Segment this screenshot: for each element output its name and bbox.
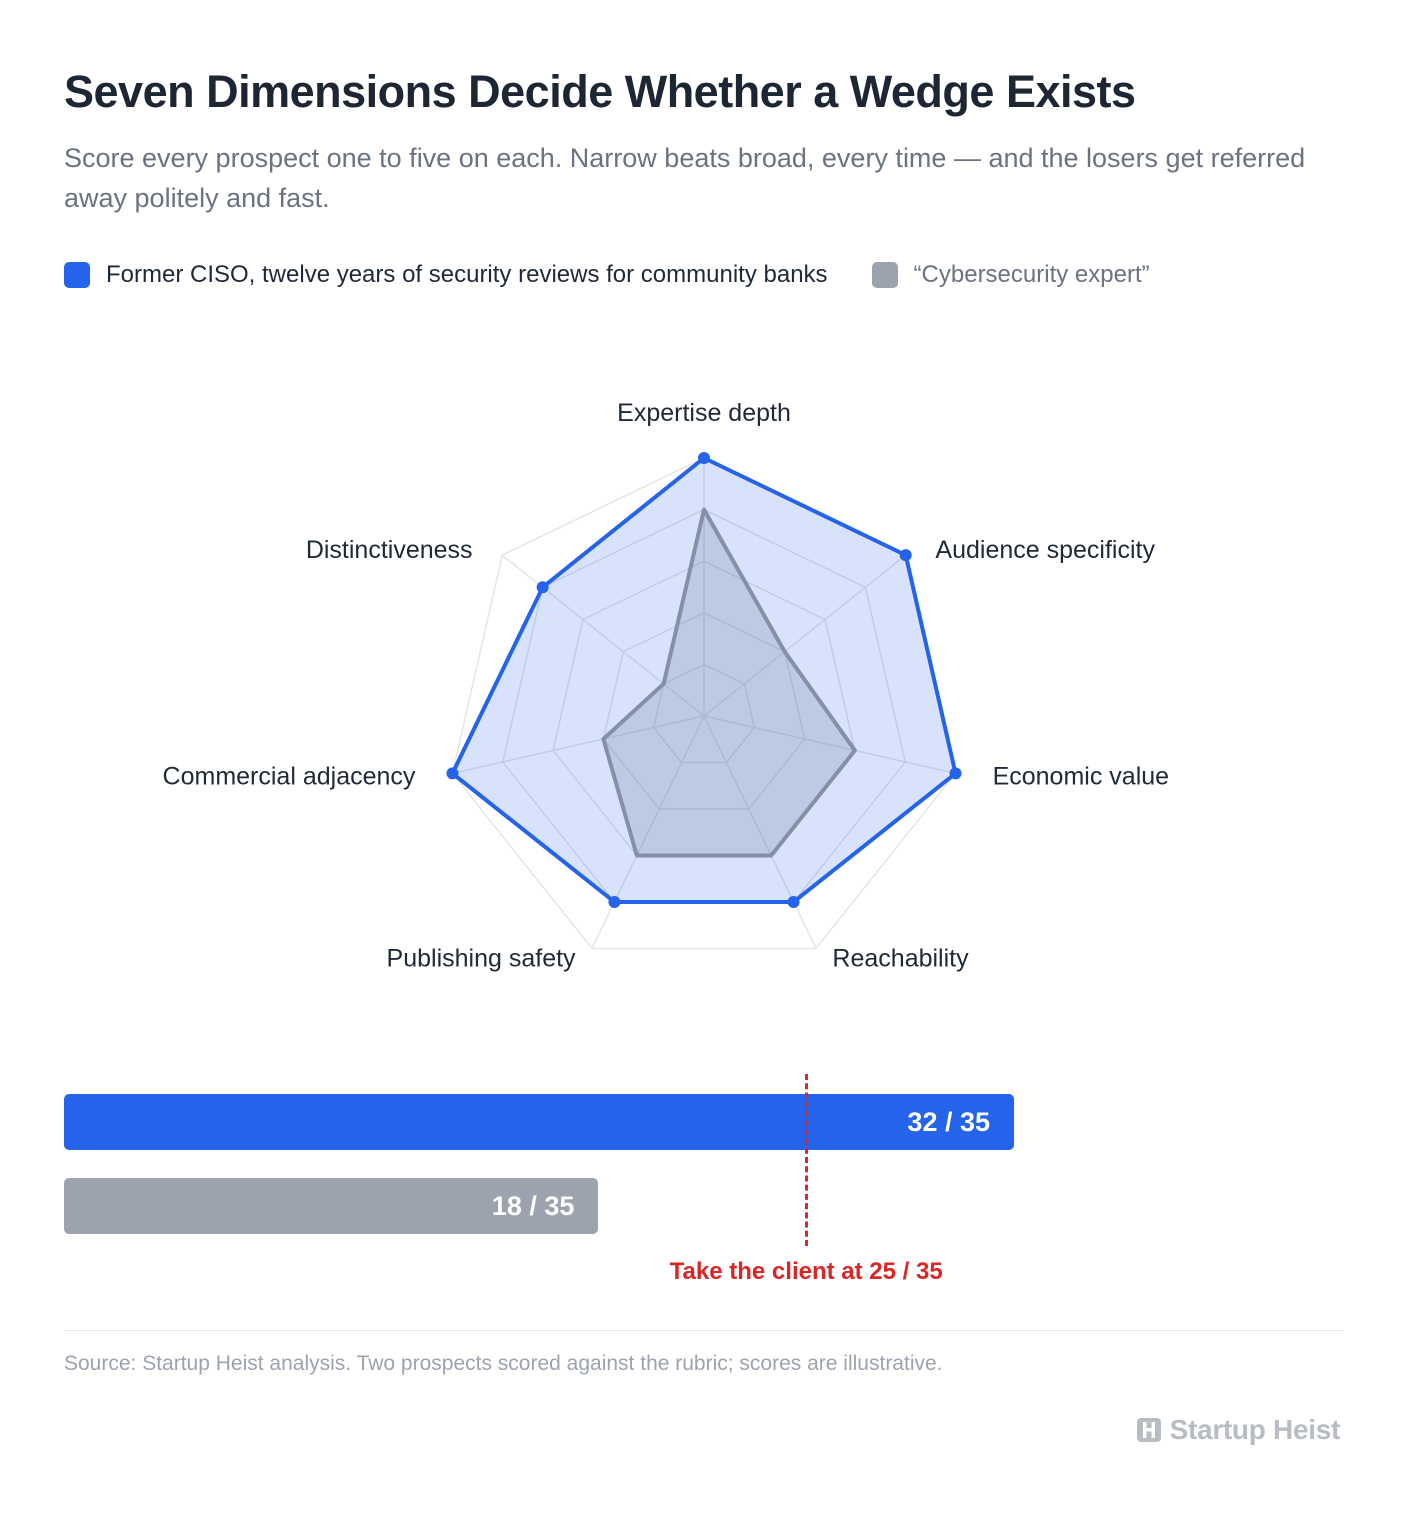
legend-item-generic: “Cybersecurity expert” — [871, 261, 1150, 289]
radar-axis-label: Reachability — [832, 944, 969, 972]
threshold-label: Take the client at 25 / 35 — [669, 1258, 943, 1285]
radar-grid-ring-1 — [652, 663, 756, 764]
radar-axis-label: Economic value — [993, 763, 1169, 791]
source-note: Source: Startup Heist analysis. Two pros… — [64, 1352, 943, 1375]
radar-spoke-7 — [501, 554, 705, 717]
page-subtitle: Score every prospect one to five on each… — [64, 143, 1306, 213]
radar-axis-label: Audience specificity — [935, 536, 1155, 564]
radar-point-7 — [536, 581, 549, 594]
h-logo-icon — [1136, 1418, 1161, 1442]
radar-spoke-5 — [591, 715, 705, 949]
page-title: Seven Dimensions Decide Whether a Wedge … — [64, 66, 1136, 117]
radar-series-1-area — [450, 456, 958, 904]
legend-item-ciso: Former CISO, twelve years of security re… — [64, 261, 828, 289]
radar-series-2-area — [601, 507, 857, 858]
radar-point-4 — [787, 895, 800, 908]
brand-name: Startup Heist — [1169, 1414, 1341, 1445]
radar-spoke-2 — [703, 554, 907, 717]
threshold-line — [804, 1074, 808, 1246]
radar-spoke-4 — [703, 715, 817, 949]
legend-label-ciso: Former CISO, twelve years of security re… — [106, 261, 828, 288]
radar-point-3 — [949, 767, 962, 780]
radar-axis-label: Distinctiveness — [306, 536, 473, 564]
footer-divider — [64, 1330, 1344, 1331]
legend: Former CISO, twelve years of security re… — [64, 258, 1194, 292]
radar-point-6 — [446, 767, 459, 780]
legend-swatch-generic — [871, 262, 898, 288]
radar-axis-label: Expertise depth — [617, 399, 791, 427]
radar-spoke-3 — [703, 715, 956, 775]
radar-spoke-6 — [452, 715, 705, 775]
radar-axis-label: Commercial adjacency — [163, 763, 416, 791]
score-bar-ciso: 32 / 35 — [64, 1094, 1014, 1150]
legend-swatch-ciso — [64, 262, 90, 288]
radar-grid-ring-2 — [602, 611, 806, 810]
brand-logo: Startup Heist — [1136, 1414, 1340, 1446]
radar-chart: Expertise depth Audience specificity Econo… — [163, 399, 1170, 972]
score-bar-generic-label: 18 / 35 — [491, 1190, 575, 1221]
radar-point-2 — [899, 549, 912, 562]
radar-point-5 — [608, 895, 621, 908]
score-bar-ciso-label: 32 / 35 — [907, 1106, 990, 1137]
radar-point-1 — [698, 452, 710, 464]
legend-label-generic: “Cybersecurity expert” — [913, 261, 1150, 288]
score-bar-generic: 18 / 35 — [64, 1178, 599, 1234]
radar-axis-label: Publishing safety — [387, 944, 577, 972]
